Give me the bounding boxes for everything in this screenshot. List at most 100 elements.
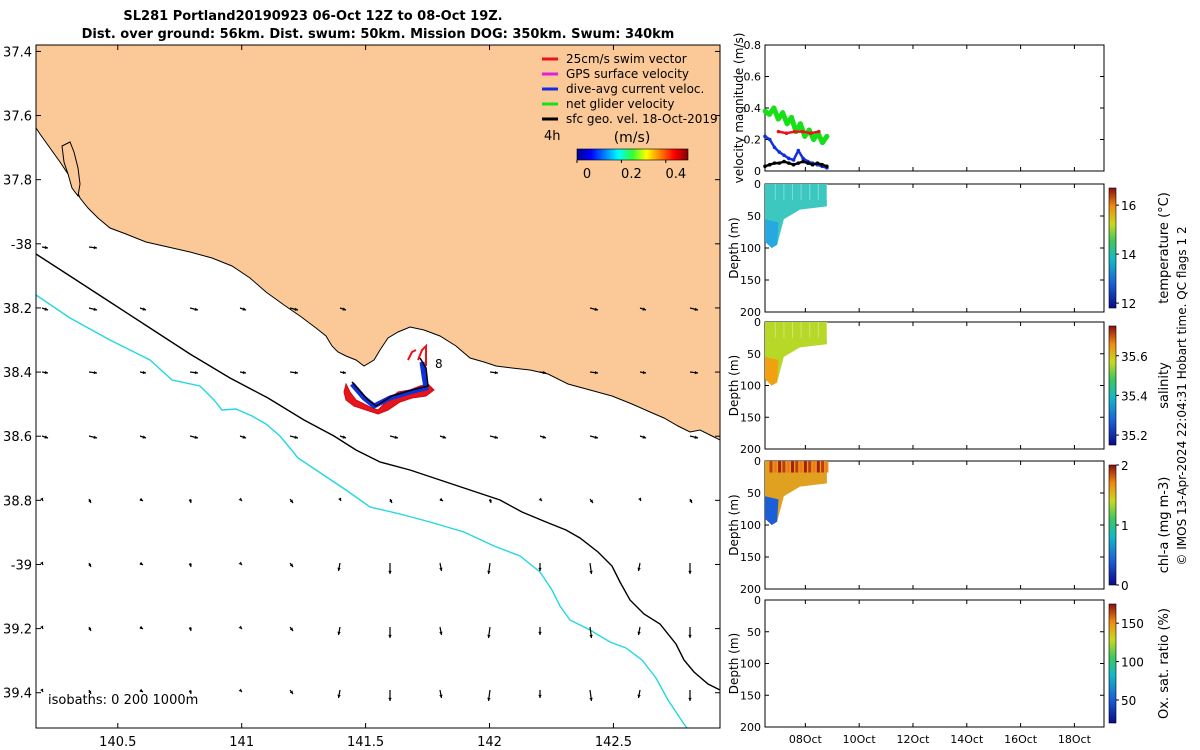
velocity-point (796, 161, 801, 165)
geo-vector-head (688, 570, 692, 574)
glider-track: 8 (343, 343, 443, 415)
dive-avg-current (350, 361, 429, 409)
geo-vector-head (93, 307, 97, 311)
velocity-point (820, 162, 824, 167)
geo-vector-head (139, 688, 143, 692)
velocity-point (825, 164, 829, 169)
geo-vector-head (637, 694, 641, 698)
geo-vector-head (542, 370, 546, 375)
geo-vector-head (388, 697, 392, 701)
panel-ylabel: Depth (m) (727, 355, 741, 416)
colorbar-tick-label: 12 (1121, 297, 1136, 311)
velocity-point (763, 134, 767, 139)
panel-ylabel: Depth (m) (727, 217, 741, 278)
velocity-point (808, 131, 813, 135)
geo-vector-head (88, 690, 92, 694)
ytick-label: 200 (740, 583, 761, 596)
ytick-label: 50 (747, 487, 761, 500)
geo-vector-head (487, 634, 491, 638)
colorbar-tick-label: 50 (1121, 694, 1136, 708)
speed-colorbar (576, 148, 689, 161)
ytick-label: 0.8 (744, 39, 762, 52)
geo-vector-head (93, 435, 97, 439)
colorbar-tick-label: 14 (1121, 248, 1136, 262)
legend-entry: sfc geo. vel. 18-Oct-2019 (566, 112, 718, 126)
velocity-point (780, 110, 786, 116)
geo-vector-head (289, 563, 293, 567)
ytick-label: 0.2 (744, 134, 762, 147)
velocity-point (806, 127, 812, 133)
map-ytick-label: 38.8 (3, 494, 32, 509)
net-glider-velocity (351, 357, 429, 407)
ytick-label: 0 (754, 316, 761, 329)
velocity-point (802, 133, 808, 139)
geo-vector-head (538, 631, 542, 635)
speed-colorbar-tick-label: 0.2 (621, 167, 642, 182)
speed-colorbar-ticks: 0 0.2 0.4 (576, 160, 686, 182)
velocity-point (782, 153, 786, 158)
geo-vector-head (688, 634, 692, 638)
map-y-axis: 37.4 37.6 37.8 -38 38.2 38.4 38.6 38.8 -39 39.2 39… (3, 45, 720, 702)
velocity-point (767, 137, 772, 142)
velocity-point (784, 131, 789, 135)
geo-vector-head (194, 307, 198, 311)
isobath-label: isobaths: 0 200 1000m (48, 693, 198, 708)
colorbar-tick-label: 0 (1121, 579, 1129, 593)
geo-vector-head (93, 370, 97, 375)
velocity-point (784, 121, 790, 127)
ytick-label: 0.6 (744, 71, 762, 84)
xtick-label: 16Oct (1004, 733, 1038, 746)
geo-vector-head (694, 370, 698, 375)
ytick-label: 0 (754, 178, 761, 191)
map-ytick-label: 37.6 (3, 110, 32, 125)
velocity-point (787, 156, 791, 161)
geo-vector-head (642, 307, 646, 311)
ytick-label: 0 (754, 594, 761, 607)
profile-deep-layer (765, 219, 779, 248)
credit-line: © IMOS 13-Apr-2024 22:04:31 Hobart time.… (1175, 226, 1189, 565)
colorbar-tick-label: 150 (1121, 617, 1144, 631)
velocity-point (772, 161, 777, 165)
ytick-label: 150 (740, 274, 761, 287)
isobath-1000m (36, 294, 688, 728)
ytick-label: 150 (740, 411, 761, 424)
four-hour-tag: 4h (544, 129, 561, 144)
geo-vector-head (694, 435, 698, 439)
speed-colorbar-unit: (m/s) (614, 130, 651, 146)
geo-vector-head (188, 499, 192, 503)
velocity-point (771, 105, 777, 111)
colorbar-label: salinity (1157, 362, 1172, 409)
geo-vector-head (294, 307, 298, 311)
geo-vector-head (194, 370, 198, 375)
speed-colorbar-tick-label: 0 (583, 167, 591, 182)
geo-vector-head (337, 567, 341, 571)
geo-vector-head (188, 690, 192, 694)
ytick-label: 150 (740, 551, 761, 564)
geo-vector-head (538, 567, 542, 571)
geo-vector-head (142, 307, 146, 311)
xtick-label: 14Oct (950, 733, 984, 746)
velocity-point (819, 140, 825, 146)
geo-vector-head (342, 307, 346, 311)
ytick-label: 100 (740, 519, 761, 532)
geo-vector-head (337, 631, 341, 635)
profile-field (765, 461, 827, 525)
panel-ylabel: Depth (m) (727, 494, 741, 555)
panel-ylabel: Depth (m) (727, 633, 741, 694)
ytick-label: 200 (740, 306, 761, 319)
colorbar-label: chl-a (mg m-3) (1157, 477, 1172, 574)
geo-vector-head (44, 245, 48, 250)
geo-vector-head (44, 307, 48, 311)
geo-vector-head (494, 370, 498, 375)
geo-vector-head (142, 435, 146, 439)
map-ytick-label: 38.2 (3, 302, 32, 317)
geo-vector-head (694, 307, 698, 311)
lake (61, 141, 81, 198)
geo-vector-head (44, 370, 48, 375)
geo-vector-head (338, 497, 342, 501)
geo-vector-head (642, 370, 646, 375)
velocity-point (806, 161, 810, 165)
panel-temperature: 0 50 100 150 200 Depth (m) 12 14 16 temperature (… (727, 178, 1172, 319)
colorbar-tick-label: 1 (1121, 519, 1129, 533)
